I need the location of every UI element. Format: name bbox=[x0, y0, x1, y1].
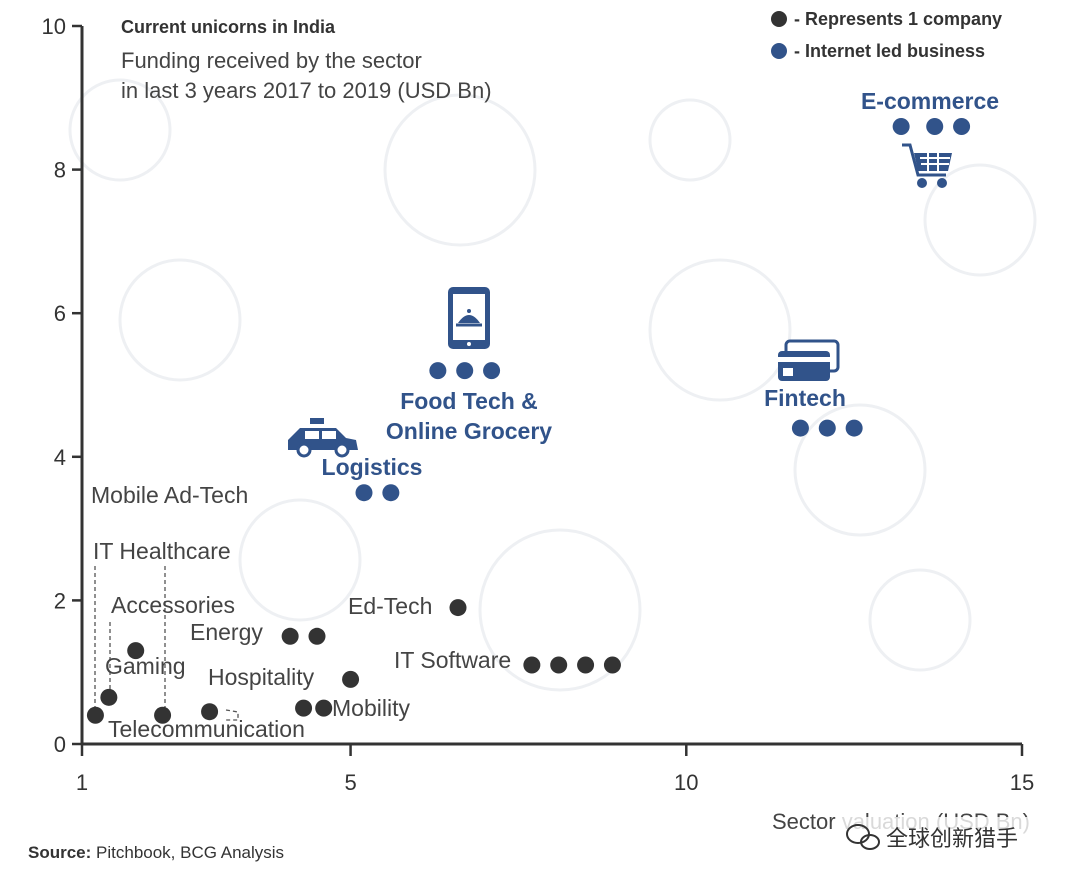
taxi-car-icon bbox=[288, 418, 358, 458]
point-it-healthcare bbox=[154, 706, 172, 724]
label-mobile-ad-tech: Mobile Ad-Tech bbox=[91, 482, 248, 508]
point-ed-tech bbox=[449, 599, 467, 617]
point-it-software bbox=[577, 656, 595, 674]
chart-subtitle-line-1: Funding received by the sector bbox=[121, 48, 422, 73]
watermark-text: 全球创新猎手 bbox=[886, 827, 1018, 852]
point-food-tech-online-grocery bbox=[483, 362, 501, 380]
point-it-software bbox=[523, 656, 541, 674]
point-accessories bbox=[127, 642, 145, 660]
point-telecommunication bbox=[201, 703, 219, 721]
label-accessories: Accessories bbox=[111, 592, 235, 618]
point-fintech bbox=[791, 419, 809, 437]
x-tick-label: 10 bbox=[674, 770, 698, 795]
label-hospitality: Hospitality bbox=[208, 664, 315, 690]
point-mobile-ad-tech bbox=[86, 706, 104, 724]
label-food-tech-line-1: Food Tech & bbox=[400, 388, 538, 414]
y-ticks: 0 2 4 6 8 10 bbox=[42, 14, 82, 757]
sector-labels: E-commerce Food Tech & Online Grocery Fi… bbox=[91, 88, 999, 742]
chart-subtitle-line-2: in last 3 years 2017 to 2019 (USD Bn) bbox=[121, 78, 492, 103]
data-points bbox=[86, 118, 971, 724]
point-logistics bbox=[382, 484, 400, 502]
point-logistics bbox=[355, 484, 373, 502]
tablet-food-icon bbox=[448, 287, 490, 349]
y-tick-label: 10 bbox=[42, 14, 66, 39]
point-e-commerce bbox=[892, 118, 910, 136]
y-tick-label: 8 bbox=[54, 158, 66, 183]
point-fintech bbox=[818, 419, 836, 437]
label-telecommunication: Telecommunication bbox=[108, 716, 305, 742]
point-mobility bbox=[315, 699, 333, 717]
label-energy: Energy bbox=[190, 619, 263, 645]
x-tick-label: 15 bbox=[1010, 770, 1034, 795]
point-energy bbox=[308, 627, 326, 645]
label-food-tech-line-2: Online Grocery bbox=[386, 418, 552, 444]
point-e-commerce bbox=[926, 118, 944, 136]
background-pattern bbox=[68, 78, 1037, 692]
x-tick-label: 5 bbox=[344, 770, 356, 795]
label-ed-tech: Ed-Tech bbox=[348, 593, 432, 619]
point-it-software bbox=[603, 656, 621, 674]
label-it-software: IT Software bbox=[394, 647, 511, 673]
label-logistics: Logistics bbox=[322, 454, 423, 480]
label-gaming: Gaming bbox=[105, 653, 186, 679]
legend-marker-company bbox=[771, 11, 787, 27]
point-it-software bbox=[550, 656, 568, 674]
chart-title: Current unicorns in India bbox=[121, 17, 336, 37]
source-label: Source: bbox=[28, 843, 91, 862]
leader-lines bbox=[94, 566, 239, 721]
label-fintech: Fintech bbox=[764, 385, 846, 411]
y-tick-label: 0 bbox=[54, 732, 66, 757]
wechat-icon bbox=[846, 824, 880, 850]
label-it-healthcare: IT Healthcare bbox=[93, 538, 231, 564]
source-note: Source: Pitchbook, BCG Analysis bbox=[28, 843, 284, 862]
point-fintech bbox=[845, 419, 863, 437]
watermark: 全球创新猎手 bbox=[836, 817, 1080, 859]
point-food-tech-online-grocery bbox=[456, 362, 474, 380]
point-food-tech-online-grocery bbox=[429, 362, 447, 380]
source-text: Pitchbook, BCG Analysis bbox=[91, 843, 284, 862]
point-mobility bbox=[295, 699, 313, 717]
point-hospitality bbox=[342, 670, 360, 688]
label-mobility: Mobility bbox=[332, 695, 410, 721]
credit-card-icon bbox=[778, 339, 840, 381]
legend-marker-internet bbox=[771, 43, 787, 59]
legend: - Represents 1 company - Internet led bu… bbox=[771, 9, 1002, 61]
label-e-commerce: E-commerce bbox=[861, 88, 999, 114]
legend-label-internet: - Internet led business bbox=[794, 41, 985, 61]
x-ticks: 1 5 10 15 bbox=[76, 744, 1034, 795]
y-tick-label: 6 bbox=[54, 301, 66, 326]
point-energy bbox=[281, 627, 299, 645]
point-gaming bbox=[100, 688, 118, 706]
y-tick-label: 4 bbox=[54, 445, 66, 470]
legend-label-company: - Represents 1 company bbox=[794, 9, 1002, 29]
point-e-commerce bbox=[953, 118, 971, 136]
shopping-cart-icon bbox=[902, 143, 952, 188]
x-tick-label: 1 bbox=[76, 770, 88, 795]
y-tick-label: 2 bbox=[54, 588, 66, 613]
